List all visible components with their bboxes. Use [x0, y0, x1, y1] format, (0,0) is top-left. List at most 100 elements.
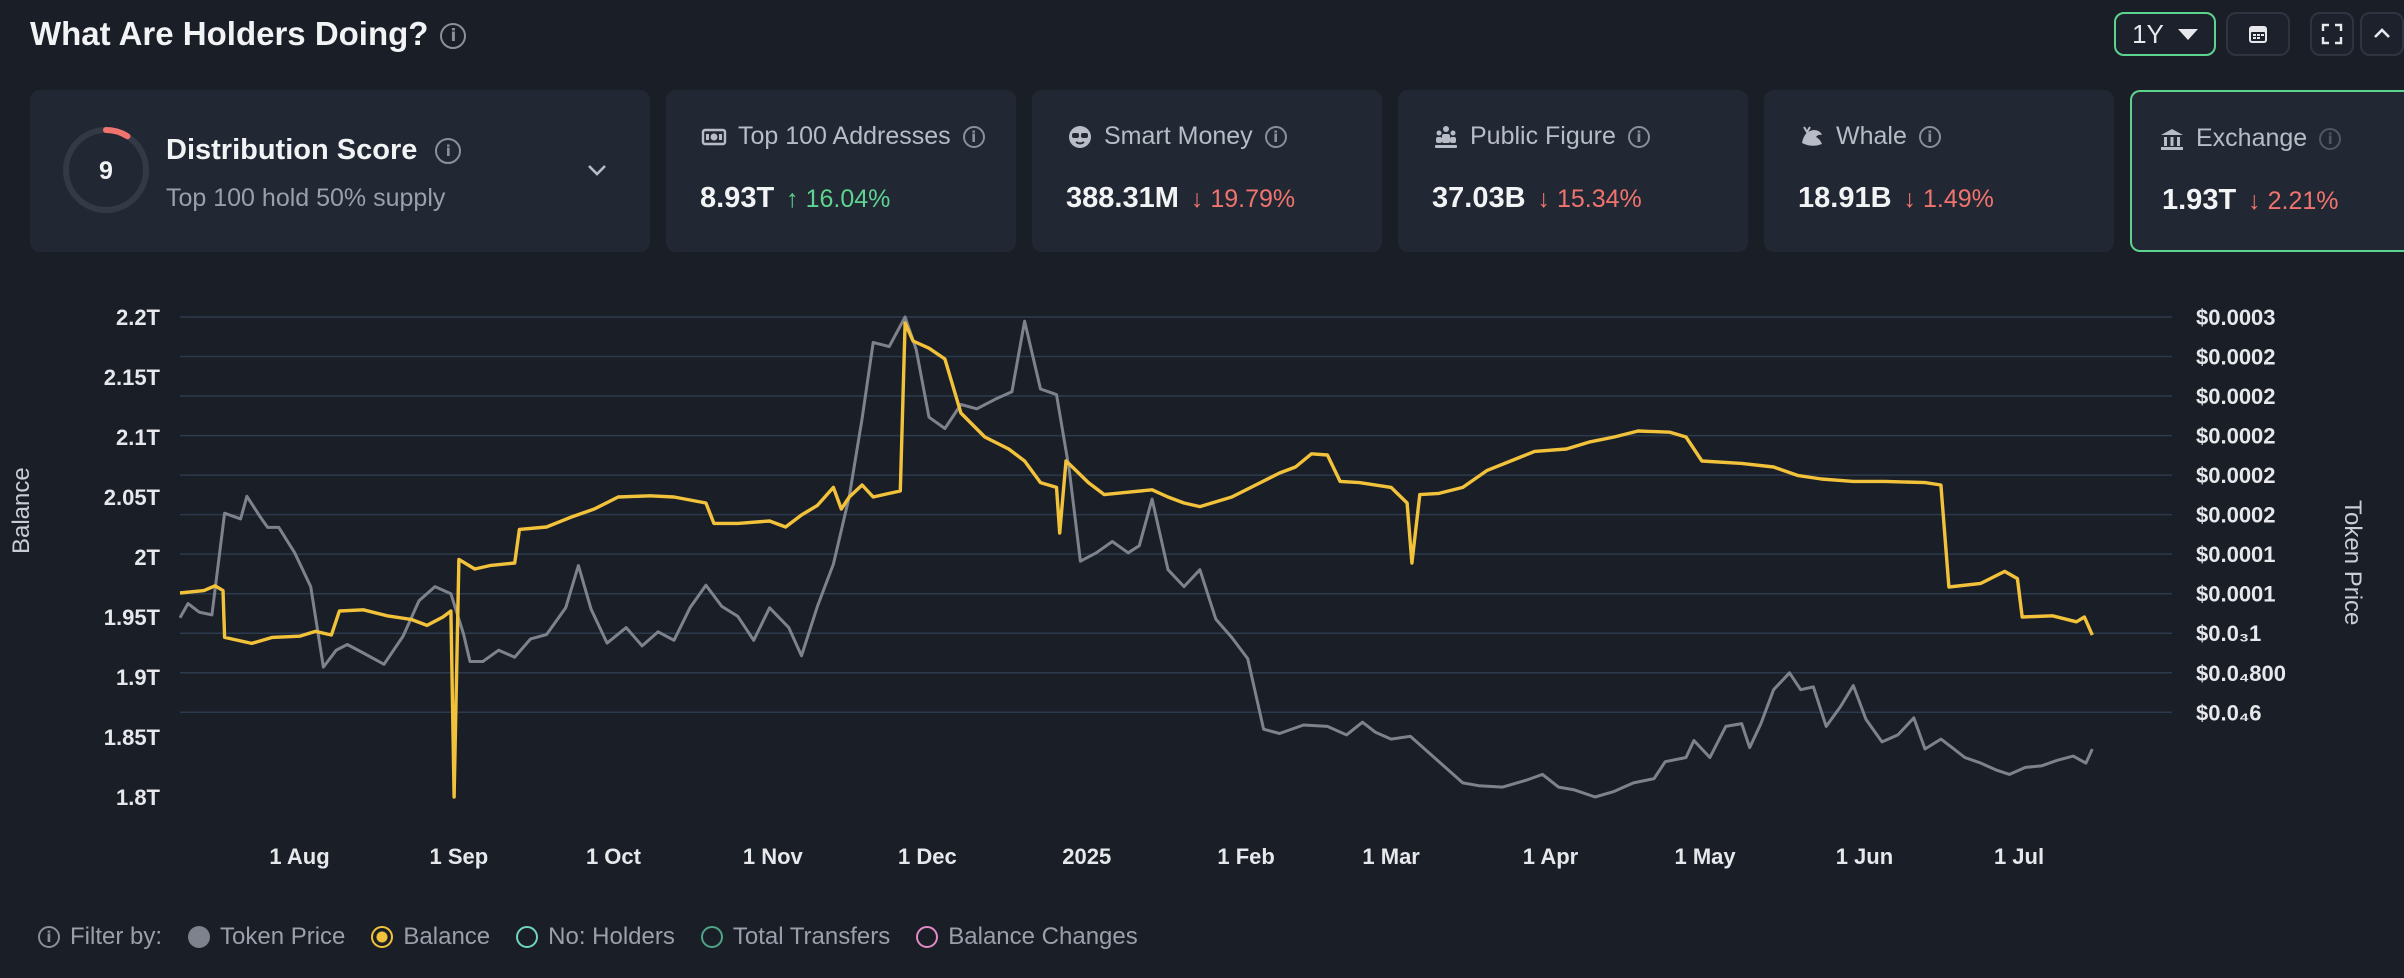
left-tick-label: 2.1T: [116, 425, 161, 450]
legend-item-token-price[interactable]: Token Price: [188, 923, 345, 951]
distribution-score-value: 9: [99, 157, 113, 185]
legend-dot-icon: [916, 926, 939, 948]
card-value: 1.93T ↓ 2.21%: [2162, 184, 2339, 217]
info-icon[interactable]: i: [38, 926, 60, 948]
card-value-text: 1.93T: [2162, 184, 2237, 216]
distribution-score-card[interactable]: 9 Distribution Score i Top 100 hold 50% s…: [30, 90, 650, 252]
x-axis-ticks: 1 Aug 1 Sep 1 Oct 1 Nov 1 Dec 2025 1 Feb 1 Mar 1…: [269, 844, 2044, 869]
left-tick-label: 1.9T: [116, 665, 161, 690]
info-icon[interactable]: i: [1918, 125, 1941, 148]
holders-chart[interactable]: 2.2T 2.15T 2.1T 2.05T 2T 1.95T 1.9T 1.85T 1.8T $…: [0, 0, 2404, 900]
right-tick-label: $0.0002: [2196, 503, 2276, 528]
time-range-value: 1Y: [2132, 18, 2164, 49]
distribution-title-text: Distribution Score: [166, 134, 418, 166]
card-value-text: 388.31M: [1066, 182, 1179, 214]
info-icon[interactable]: i: [2319, 127, 2342, 150]
header-controls: 1Y: [2114, 12, 2404, 58]
left-tick-label: 2.2T: [116, 305, 161, 330]
legend-label: Balance Changes: [948, 923, 1138, 950]
filter-label-text: Filter by:: [70, 923, 163, 950]
info-icon[interactable]: i: [1264, 125, 1287, 148]
page-title: What Are Holders Doing? i: [30, 14, 467, 54]
change-down: ↓ 15.34%: [1537, 185, 1642, 213]
distribution-gauge: 9: [63, 127, 149, 213]
calendar-icon: [2249, 26, 2267, 43]
x-tick-label: 1 Apr: [1523, 844, 1579, 869]
card-whale[interactable]: Whale i 18.91B ↓ 1.49%: [1764, 90, 2114, 252]
right-tick-label: $0.0002: [2196, 384, 2276, 409]
x-tick-label: 1 Oct: [586, 844, 642, 869]
right-tick-label: $0.0001: [2196, 542, 2276, 567]
card-title-text: Exchange: [2196, 124, 2308, 152]
fullscreen-button[interactable]: [2310, 12, 2354, 56]
change-text: 1.49%: [1922, 185, 1994, 213]
card-exchange[interactable]: Exchange i 1.93T ↓ 2.21%: [2130, 90, 2404, 252]
right-tick-label: $0.0₄6: [2196, 700, 2262, 725]
time-range-select[interactable]: 1Y: [2114, 12, 2216, 56]
x-tick-label: 1 Aug: [269, 844, 329, 869]
legend-item-total-transfers[interactable]: Total Transfers: [700, 923, 891, 951]
x-tick-label: 1 May: [1674, 844, 1736, 869]
card-smart-money[interactable]: Smart Money i 388.31M ↓ 19.79%: [1032, 90, 1382, 252]
right-tick-label: $0.0002: [2196, 463, 2276, 488]
info-icon[interactable]: i: [1627, 125, 1650, 148]
chevron-down-icon: [2177, 28, 2198, 40]
card-value: 37.03B ↓ 15.34%: [1432, 182, 1642, 215]
card-public-figure[interactable]: Public Figure i 37.03B ↓ 15.34%: [1398, 90, 1748, 252]
legend-label: Balance: [403, 923, 491, 950]
left-tick-label: 1.8T: [116, 785, 161, 810]
calendar-button[interactable]: [2226, 12, 2290, 56]
x-tick-label: 1 Mar: [1362, 844, 1420, 869]
legend-label: No: Holders: [548, 923, 675, 950]
card-value-text: 8.93T: [700, 182, 775, 214]
x-tick-label: 1 Sep: [430, 844, 489, 869]
legend-dot-icon: [700, 926, 723, 948]
card-value-text: 37.03B: [1432, 182, 1526, 214]
crowd-icon: [1435, 125, 1457, 148]
card-top100-addresses[interactable]: Top 100 Addresses i 8.93T ↑ 16.04%: [666, 90, 1016, 252]
info-icon[interactable]: i: [440, 23, 467, 50]
change-down: ↓ 19.79%: [1190, 185, 1296, 213]
card-title: Exchange i: [2158, 124, 2342, 153]
whale-icon: [1802, 125, 1822, 146]
chart-grid: [180, 316, 2172, 714]
change-down: ↓ 1.49%: [1903, 185, 1994, 213]
right-axis-ticks: $0.0003 $0.0002 $0.0002 $0.0002 $0.0002 $0.00…: [2196, 305, 2286, 725]
left-tick-label: 2.15T: [104, 365, 161, 390]
header: What Are Holders Doing? i 1Y: [30, 12, 2404, 56]
change-text: 19.79%: [1210, 185, 1296, 213]
legend-item-no-holders[interactable]: No: Holders: [516, 923, 675, 951]
chevron-up-icon: [2374, 28, 2390, 38]
legend-label: Total Transfers: [732, 923, 891, 950]
left-tick-label: 2.05T: [104, 485, 161, 510]
distribution-score-title: Distribution Score i: [166, 134, 462, 167]
card-title: Whale i: [1798, 122, 1941, 151]
series-balance-line: [179, 321, 2094, 799]
legend-dot-icon: [516, 926, 539, 948]
right-tick-label: $0.0₄800: [2196, 661, 2286, 686]
legend-item-balance[interactable]: Balance: [371, 923, 490, 951]
left-tick-label: 1.95T: [104, 605, 161, 630]
y-axis-title: Balance: [8, 467, 35, 554]
series-token-price-line: [178, 315, 2094, 799]
info-icon[interactable]: i: [435, 137, 462, 164]
left-tick-label: 2T: [134, 545, 160, 570]
collapse-button[interactable]: [2360, 12, 2404, 56]
page-title-text: What Are Holders Doing?: [30, 15, 429, 52]
card-title-text: Top 100 Addresses: [738, 122, 951, 150]
right-tick-label: $0.0001: [2196, 582, 2276, 607]
info-icon[interactable]: i: [962, 125, 985, 148]
legend-filter-bar: i Filter by: Token Price Balance No: Hol…: [38, 920, 1164, 954]
card-value: 388.31M ↓ 19.79%: [1066, 182, 1295, 215]
x-tick-label: 1 Jun: [1836, 844, 1893, 869]
x-tick-label: 1 Nov: [743, 844, 804, 869]
card-title-text: Smart Money: [1104, 122, 1253, 150]
change-text: 2.21%: [2267, 187, 2339, 215]
bank-icon: [2161, 128, 2183, 150]
chevron-down-icon[interactable]: [583, 156, 611, 184]
metric-cards: 9 Distribution Score i Top 100 hold 50% s…: [30, 90, 2404, 252]
x-tick-label: 1 Feb: [1217, 844, 1274, 869]
change-up: ↑ 16.04%: [786, 185, 891, 213]
legend-item-balance-changes[interactable]: Balance Changes: [916, 923, 1138, 951]
x-tick-label: 1 Dec: [898, 844, 957, 869]
